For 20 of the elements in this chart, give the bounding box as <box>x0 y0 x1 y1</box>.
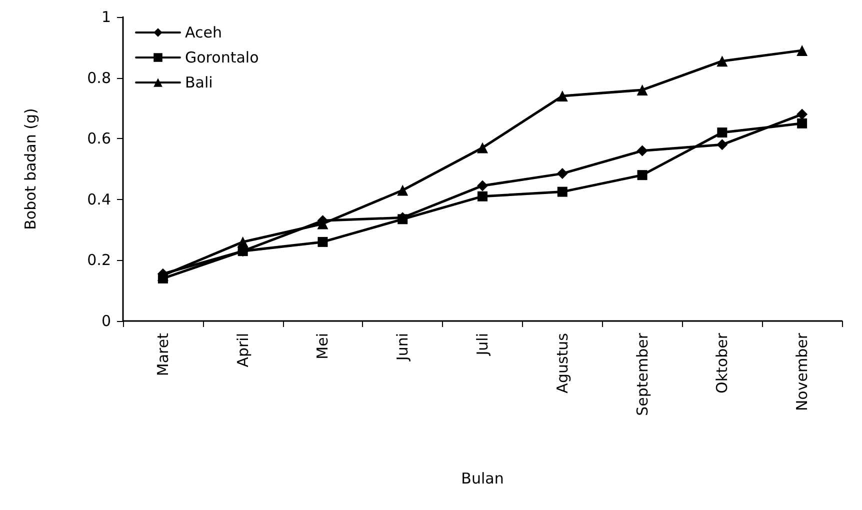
x-tick-label: Juni <box>394 333 412 362</box>
legend-label: Gorontalo <box>185 48 259 66</box>
y-tick-label: 0 <box>101 312 111 330</box>
y-tick-label: 0.4 <box>87 190 111 208</box>
y-tick-label: 0.2 <box>87 251 111 270</box>
y-axis-title: Bobot badan (g) <box>22 108 40 230</box>
legend-label: Aceh <box>185 24 222 42</box>
x-tick-label: November <box>793 332 812 412</box>
x-axis-title: Bulan <box>461 470 504 488</box>
legend-label: Bali <box>185 74 213 92</box>
x-tick-label: Juli <box>474 333 492 356</box>
x-tick-label: September <box>633 332 652 416</box>
x-tick-label: Oktober <box>713 332 732 394</box>
x-tick-label: Agustus <box>553 332 572 394</box>
x-tick-label: Maret <box>154 332 172 376</box>
y-tick-label: 0.6 <box>87 130 111 148</box>
y-tick-label: 0.8 <box>87 68 111 87</box>
x-tick-label: April <box>234 333 252 368</box>
x-tick-label: Mei <box>314 333 332 360</box>
y-tick-label: 1 <box>101 8 111 26</box>
